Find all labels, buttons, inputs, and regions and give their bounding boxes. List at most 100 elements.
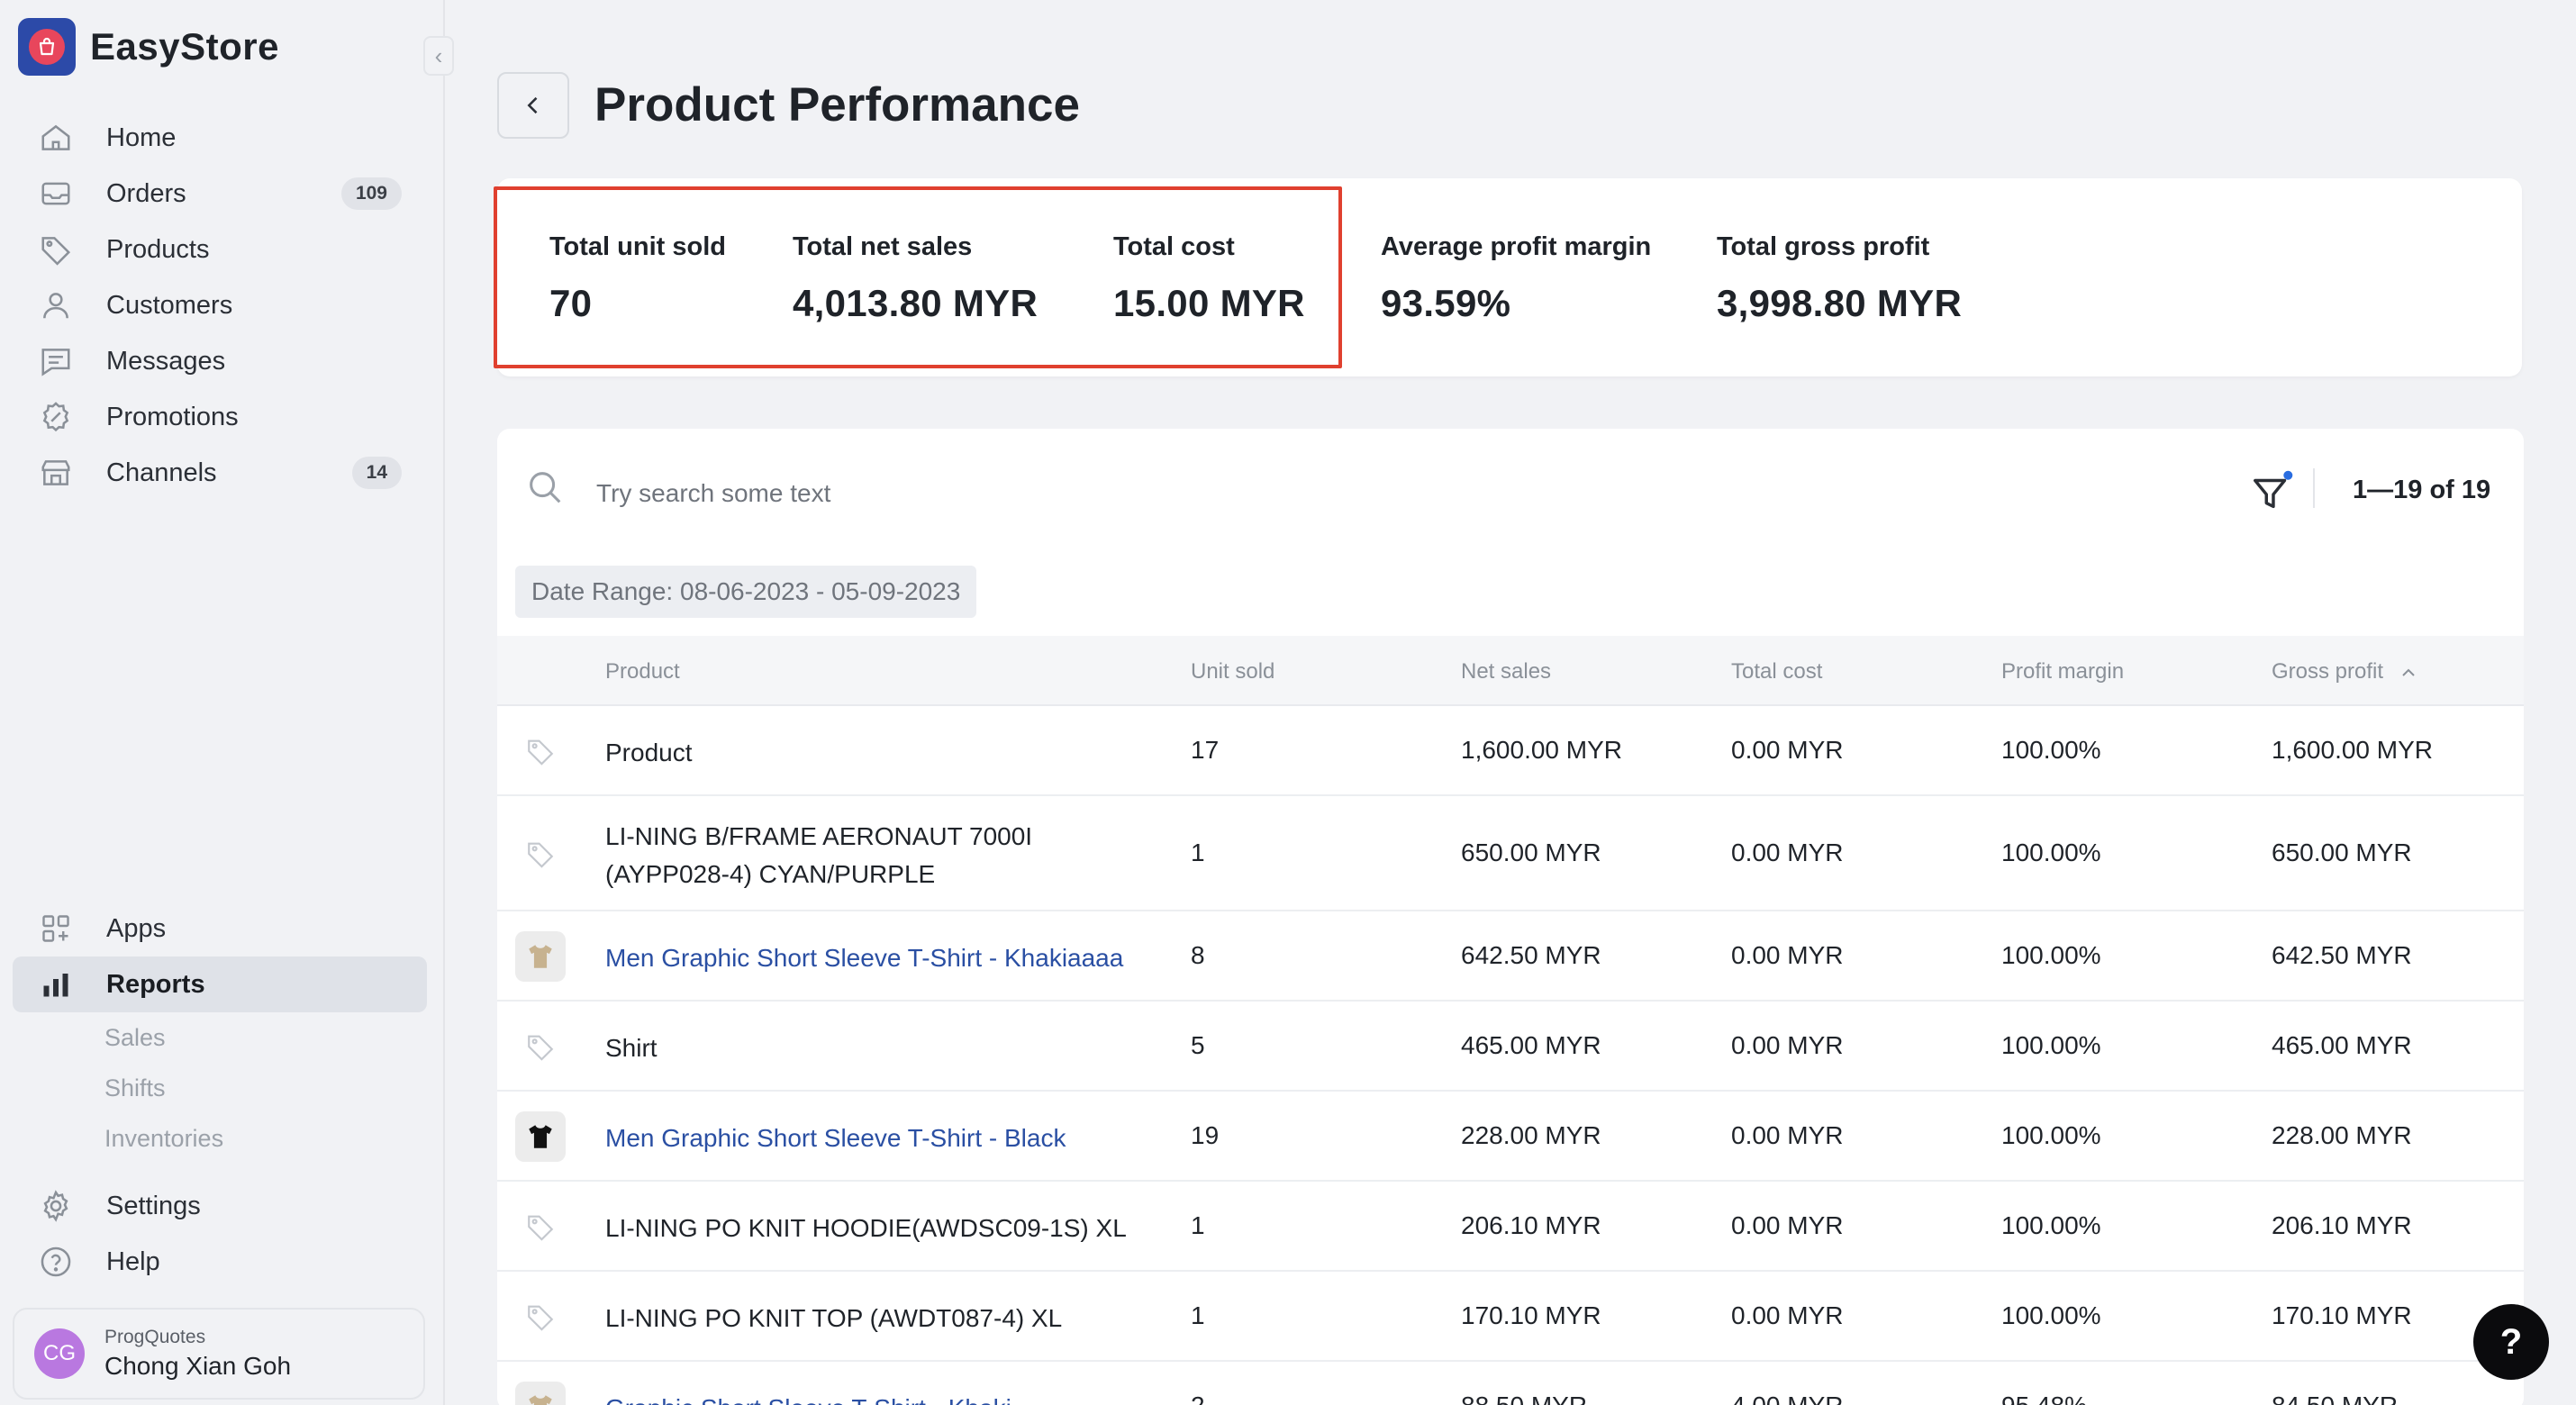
product-name: LI-NING PO KNIT HOODIE(AWDSC09-1S) XL	[605, 1210, 1127, 1247]
product-name-line: Graphic Short Sleeve T-Shirt - Khaki	[605, 1390, 1011, 1405]
sidebar-item-orders[interactable]: Orders 109	[13, 166, 427, 222]
cell-total-cost: 0.00 MYR	[1731, 736, 1844, 764]
search-input[interactable]	[596, 468, 1767, 519]
cell-net-sales: 228.00 MYR	[1461, 1121, 1601, 1149]
sidebar-item-products[interactable]: Products	[13, 222, 427, 277]
filter-icon	[2254, 470, 2293, 509]
table-row[interactable]: Men Graphic Short Sleeve T-Shirt - Khaki…	[497, 911, 2524, 1002]
table-row[interactable]: Men Graphic Short Sleeve T-Shirt - Black…	[497, 1092, 2524, 1182]
back-button[interactable]	[497, 72, 569, 139]
cell-unit-sold: 2	[1191, 1391, 1205, 1405]
cell-unit-sold: 1	[1191, 1211, 1205, 1239]
sort-ascending-icon	[2401, 668, 2415, 676]
count-badge: 109	[340, 177, 402, 210]
cell-gross-profit: 84.50 MYR	[2272, 1391, 2398, 1405]
filter-button[interactable]	[2250, 467, 2295, 519]
product-link[interactable]: Graphic Short Sleeve T-Shirt - Khaki	[605, 1390, 1011, 1405]
column-header-gross-profit[interactable]: Gross profit	[2272, 659, 2417, 684]
product-thumbnail	[515, 1382, 566, 1405]
cell-gross-profit: 1,600.00 MYR	[2272, 736, 2433, 764]
cell-profit-margin: 95.48%	[2001, 1391, 2087, 1405]
cell-profit-margin: 100.00%	[2001, 1301, 2101, 1329]
cell-net-sales: 206.10 MYR	[1461, 1211, 1601, 1239]
chevron-left-icon: ‹	[434, 41, 443, 69]
table-row[interactable]: LI-NING PO KNIT HOODIE(AWDSC09-1S) XL 1 20…	[497, 1182, 2524, 1272]
product-name-line: (AYPP028-4) CYAN/PURPLE	[605, 860, 936, 888]
table-row[interactable]: LI-NING PO KNIT TOP (AWDT087-4) XL 1 170.1…	[497, 1272, 2524, 1362]
sidebar-item-label: Orders	[106, 178, 186, 208]
cell-profit-margin: 100.00%	[2001, 1211, 2101, 1239]
cell-total-cost: 0.00 MYR	[1731, 941, 1844, 969]
sidebar-item-apps[interactable]: Apps	[13, 901, 427, 956]
product-link[interactable]: Men Graphic Short Sleeve T-Shirt - Black	[605, 1119, 1066, 1157]
product-name-line: LI-NING PO KNIT TOP (AWDT087-4) XL	[605, 1304, 1063, 1332]
table-row[interactable]: LI-NING B/FRAME AERONAUT 7000I (AYPP028-4…	[497, 796, 2524, 911]
cell-total-cost: 0.00 MYR	[1731, 1121, 1844, 1149]
sidebar-item-settings[interactable]: Settings	[13, 1178, 427, 1234]
column-header-total-cost[interactable]: Total cost	[1731, 659, 1823, 684]
cell-gross-profit: 228.00 MYR	[2272, 1121, 2412, 1149]
cell-net-sales: 88.50 MYR	[1461, 1391, 1587, 1405]
sidebar-item-messages[interactable]: Messages	[13, 333, 427, 389]
cell-unit-sold: 5	[1191, 1031, 1205, 1059]
sidebar-item-label: Reports	[106, 969, 205, 999]
product-link[interactable]: Men Graphic Short Sleeve T-Shirt - Khaki…	[605, 939, 1123, 977]
help-chat-button[interactable]: ?	[2473, 1304, 2549, 1380]
metric-value: 3,998.80 MYR	[1717, 282, 1963, 324]
sidebar-item-home[interactable]: Home	[13, 110, 427, 166]
sidebar-subitem-shifts[interactable]: Shifts	[104, 1074, 166, 1101]
cell-unit-sold: 19	[1191, 1121, 1220, 1149]
user-icon	[38, 287, 74, 323]
sidebar-item-label: Customers	[106, 290, 233, 320]
column-header-net-sales[interactable]: Net sales	[1461, 659, 1552, 684]
brand[interactable]: EasyStore	[18, 18, 279, 76]
store-icon	[38, 455, 74, 491]
column-header-product[interactable]: Product	[605, 659, 680, 684]
sidebar-item-label: Products	[106, 234, 210, 264]
cell-total-cost: 4.00 MYR	[1731, 1391, 1844, 1405]
user-card[interactable]: CG ProgQuotes Chong Xian Goh	[13, 1308, 425, 1400]
tag-icon	[515, 1201, 566, 1252]
column-header-profit-margin[interactable]: Profit margin	[2001, 659, 2125, 684]
pagination-count: 1—19 of 19	[2353, 476, 2491, 504]
table-row[interactable]: Product 17 1,600.00 MYR 0.00 MYR 100.00% 1,60…	[497, 706, 2524, 796]
product-name-line: Men Graphic Short Sleeve T-Shirt - Khaki…	[605, 944, 1124, 972]
sidebar-item-label: Help	[106, 1246, 160, 1276]
brand-name: EasyStore	[90, 25, 279, 68]
metric-label: Average profit margin	[1381, 232, 1652, 261]
cell-gross-profit: 642.50 MYR	[2272, 941, 2412, 969]
date-range-chip[interactable]: Date Range: 08-06-2023 - 05-09-2023	[515, 566, 977, 618]
promotion-icon	[38, 399, 74, 435]
collapse-sidebar-button[interactable]: ‹	[423, 36, 454, 76]
metric-label: Total unit sold	[549, 232, 726, 261]
cell-profit-margin: 100.00%	[2001, 941, 2101, 969]
metric-average-profit-margin: Average profit margin 93.59%	[1381, 232, 1651, 325]
column-header-unit-sold[interactable]: Unit sold	[1191, 659, 1275, 684]
metric-label: Total cost	[1113, 232, 1235, 261]
table-row[interactable]: Graphic Short Sleeve T-Shirt - Khaki 2 88.…	[497, 1362, 2524, 1405]
metric-value: 93.59%	[1381, 282, 1511, 324]
metric-total-net-sales: Total net sales 4,013.80 MYR	[793, 232, 1038, 325]
column-header-label: Gross profit	[2272, 659, 2384, 684]
metric-total-gross-profit: Total gross profit 3,998.80 MYR	[1717, 232, 1962, 325]
metric-value: 15.00 MYR	[1113, 282, 1305, 324]
metric-label: Total gross profit	[1717, 232, 1930, 261]
sidebar-item-reports[interactable]: Reports	[13, 956, 427, 1012]
cell-total-cost: 0.00 MYR	[1731, 1211, 1844, 1239]
sidebar-item-channels[interactable]: Channels 14	[13, 445, 427, 501]
tag-icon	[515, 1021, 566, 1072]
avatar: CG	[34, 1328, 85, 1379]
product-table-card: 1—19 of 19 Date Range: 08-06-2023 - 05-0…	[497, 429, 2524, 1405]
tag-icon	[515, 726, 566, 776]
sidebar-item-promotions[interactable]: Promotions	[13, 389, 427, 445]
sidebar-subitem-sales[interactable]: Sales	[104, 1023, 166, 1051]
sidebar-item-customers[interactable]: Customers	[13, 277, 427, 333]
apps-icon	[38, 911, 74, 947]
table-row[interactable]: Shirt 5 465.00 MYR 0.00 MYR 100.00% 465.00 MY…	[497, 1002, 2524, 1092]
cell-unit-sold: 17	[1191, 736, 1220, 764]
sidebar-item-help[interactable]: Help	[13, 1234, 427, 1290]
gear-icon	[38, 1188, 74, 1224]
message-icon	[38, 343, 74, 379]
sidebar-subitem-inventories[interactable]: Inventories	[104, 1124, 224, 1152]
cell-gross-profit: 465.00 MYR	[2272, 1031, 2412, 1059]
